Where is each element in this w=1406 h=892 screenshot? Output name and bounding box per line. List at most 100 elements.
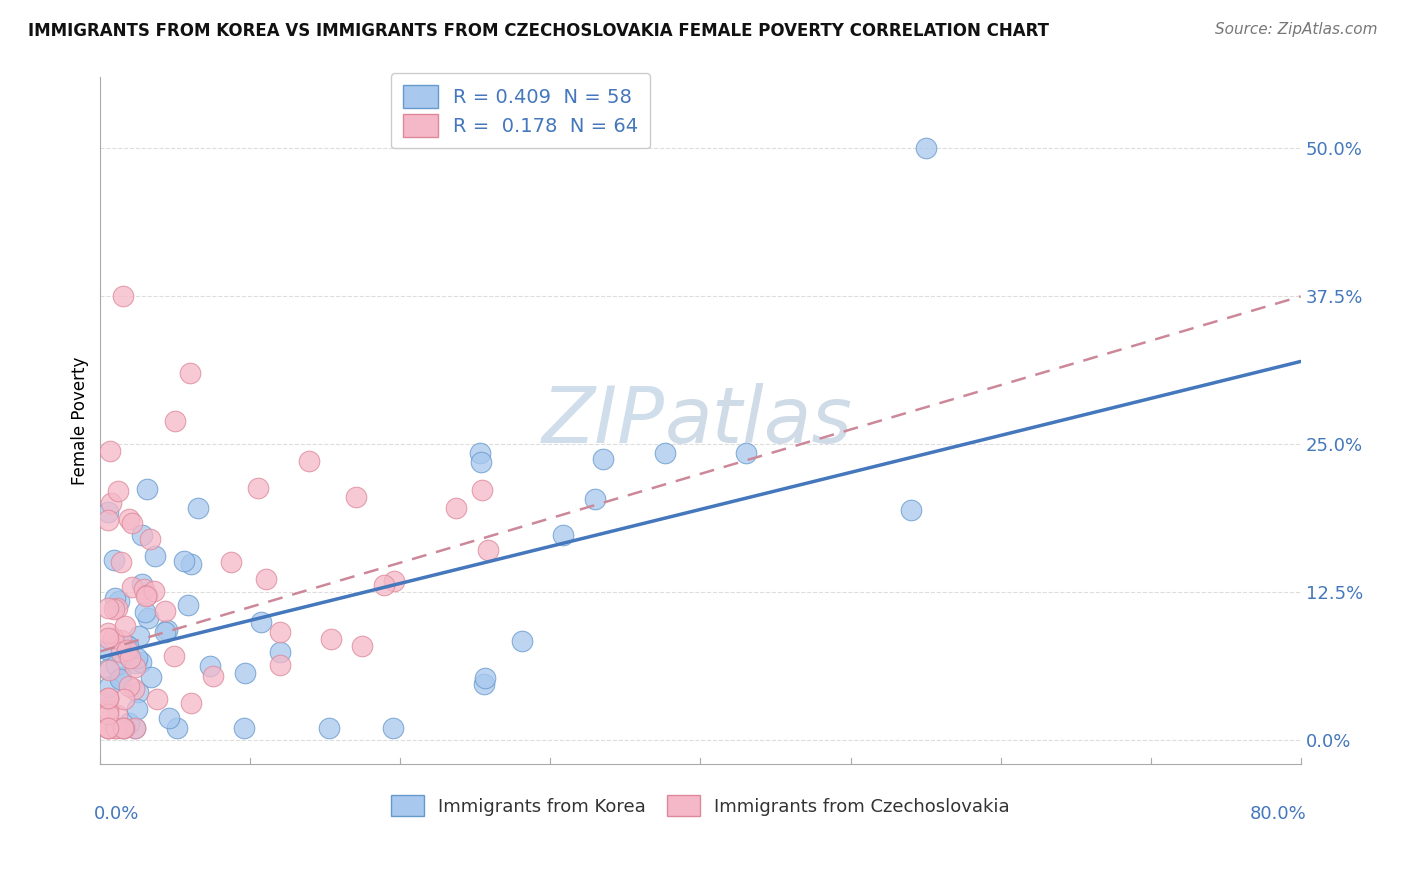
Point [179,366,201,380]
Point [118,716,141,731]
Point [444,500,467,515]
Point [97,632,120,646]
Point [163,648,186,663]
Point [131,527,153,541]
Point [97,722,120,736]
Point [107,484,129,499]
Point [104,591,127,605]
Point [138,532,160,546]
Point [111,722,134,736]
Point [128,629,150,643]
Point [115,639,138,653]
Point [127,651,149,665]
Point [110,633,132,648]
Text: 80.0%: 80.0% [1250,805,1306,823]
Point [583,492,606,507]
Point [105,657,128,672]
Text: Source: ZipAtlas.com: Source: ZipAtlas.com [1215,22,1378,37]
Point [134,582,156,596]
Point [97,691,120,706]
Point [118,512,141,526]
Point [129,655,152,669]
Point [233,666,256,681]
Point [654,445,676,459]
Point [110,555,132,569]
Point [269,657,291,672]
Point [103,553,125,567]
Point [127,685,149,699]
Point [201,669,224,683]
Point [472,677,495,691]
Point [97,680,120,694]
Point [112,691,135,706]
Point [180,696,202,710]
Point [382,722,405,736]
Point [97,706,120,721]
Point [470,446,492,460]
Point [166,722,188,736]
Point [114,619,136,633]
Point [111,721,134,735]
Point [100,496,122,510]
Point [108,594,131,608]
Point [110,645,132,659]
Point [97,601,120,615]
Point [510,634,533,648]
Point [97,703,120,717]
Point [124,660,146,674]
Point [120,651,142,665]
Point [108,672,131,686]
Point [104,722,127,736]
Point [153,604,176,618]
Point [344,490,367,504]
Point [124,682,146,697]
Point [592,452,614,467]
Point [117,680,139,694]
Text: IMMIGRANTS FROM KOREA VS IMMIGRANTS FROM CZECHOSLOVAKIA FEMALE POVERTY CORRELATI: IMMIGRANTS FROM KOREA VS IMMIGRANTS FROM… [28,22,1049,40]
Point [105,722,128,736]
Point [254,572,277,586]
Point [350,640,373,654]
Point [177,598,200,612]
Point [125,657,148,671]
Point [180,557,202,571]
Point [135,589,157,603]
Point [318,722,340,736]
Point [117,648,139,662]
Point [103,632,125,646]
Point [112,721,135,735]
Point [187,501,209,516]
Text: 0.0%: 0.0% [94,805,139,823]
Point [131,576,153,591]
Text: atlas: atlas [665,383,852,458]
Point [105,707,128,722]
Legend: Immigrants from Korea, Immigrants from Czechoslovakia: Immigrants from Korea, Immigrants from C… [384,789,1017,823]
Point [105,601,128,615]
Point [117,639,139,653]
Point [269,645,291,659]
Point [153,625,176,640]
Y-axis label: Female Poverty: Female Poverty [72,357,89,485]
Point [97,513,120,527]
Point [97,663,120,677]
Point [97,722,120,736]
Point [134,605,156,619]
Point [124,722,146,736]
Point [734,446,756,460]
Point [97,662,120,676]
Point [914,141,936,155]
Point [117,641,139,656]
Point [135,588,157,602]
Point [470,455,492,469]
Point [477,543,499,558]
Point [146,692,169,706]
Point [145,549,167,563]
Point [298,454,321,468]
Point [471,483,494,497]
Point [156,624,179,638]
Point [553,528,575,542]
Point [135,482,157,496]
Point [219,555,242,569]
Point [121,580,143,594]
Text: ZIP: ZIP [541,383,665,458]
